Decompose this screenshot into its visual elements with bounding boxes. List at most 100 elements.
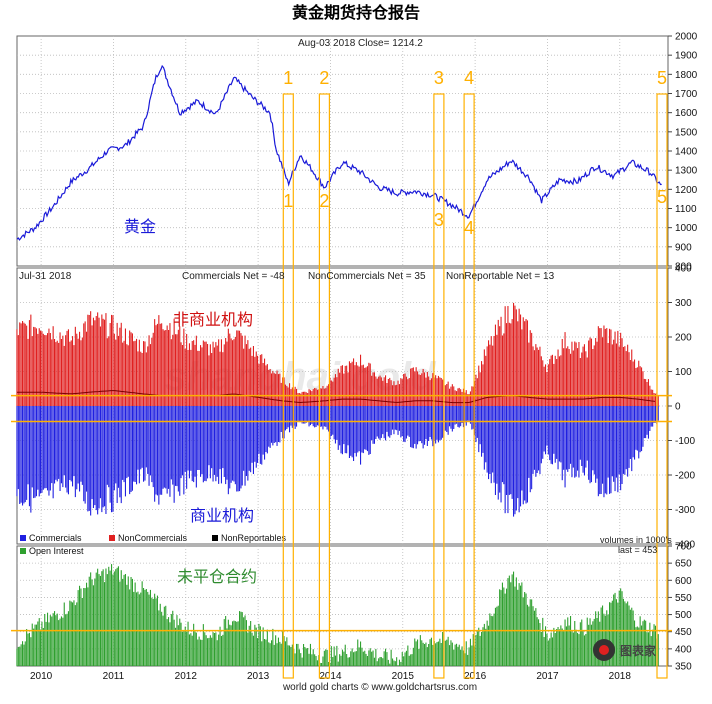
open-interest-bar <box>86 582 88 666</box>
noncommercial-bar <box>603 325 605 406</box>
commercial-bar <box>596 406 598 479</box>
commercial-bar <box>161 406 163 495</box>
open-interest-bar <box>149 589 151 666</box>
noncommercial-bar <box>596 341 598 406</box>
noncommercial-bar <box>48 328 50 406</box>
open-interest-bar <box>137 591 139 666</box>
commercial-bar <box>170 406 172 480</box>
noncommercial-bar <box>620 332 622 406</box>
commercial-bar <box>354 406 356 454</box>
open-interest-bar <box>119 581 121 666</box>
open-interest-bar <box>152 598 154 666</box>
commercial-bar <box>145 406 147 468</box>
commercial-bar <box>41 406 43 493</box>
noncommercial-bar <box>333 377 335 406</box>
noncommercial-bar <box>169 323 171 406</box>
open-interest-bar <box>280 643 282 666</box>
noncommercial-bar <box>23 322 25 406</box>
commercial-bar <box>535 406 537 477</box>
open-interest-bar <box>234 621 236 666</box>
commercial-bar <box>62 406 64 488</box>
commercial-bar <box>620 406 622 491</box>
noncommercial-bar <box>361 365 363 406</box>
commercial-bar <box>52 406 54 499</box>
open-interest-bar <box>561 628 563 666</box>
open-interest-bar <box>372 650 374 666</box>
open-interest-bar <box>351 648 353 666</box>
open-interest-bar <box>631 607 633 666</box>
noncommercial-bar <box>117 335 119 406</box>
commercial-bar <box>116 406 118 503</box>
noncommercial-bar <box>104 319 106 406</box>
noncommercial-bar <box>92 317 94 406</box>
commercial-bar <box>336 406 338 440</box>
commercial-bar <box>382 406 384 435</box>
noncommercial-bar <box>69 341 71 406</box>
commercial-bar <box>131 406 133 491</box>
open-interest-bar <box>397 665 399 666</box>
x-tick-2014: 2014 <box>319 671 342 682</box>
commercial-bar <box>151 406 153 483</box>
open-interest-bar <box>565 626 567 666</box>
open-interest-bar <box>355 651 357 666</box>
commercial-bar <box>334 406 336 444</box>
noncommercial-bar <box>488 340 490 406</box>
noncommercial-bar <box>264 358 266 406</box>
open-interest-bar <box>493 613 495 666</box>
noncommercial-bar <box>271 373 273 406</box>
open-interest-bar <box>205 635 207 666</box>
commercial-bar <box>393 406 395 435</box>
open-interest-bar <box>422 642 424 666</box>
commercial-bar <box>279 406 281 443</box>
open-interest-bar <box>390 649 392 666</box>
open-interest-bar <box>159 603 161 666</box>
commercial-bar <box>291 406 293 428</box>
noncommercial-bar <box>83 323 85 406</box>
noncommercial-bar <box>351 361 353 406</box>
noncommercial-bar <box>595 338 597 406</box>
noncommercial-bar <box>282 377 284 406</box>
commercial-bar <box>440 406 442 440</box>
commercial-bar <box>220 406 222 484</box>
price-ytick-1200: 1200 <box>675 185 698 196</box>
commercial-bar <box>536 406 538 473</box>
noncommercial-bar <box>227 328 229 406</box>
noncommercial-bar <box>486 346 488 406</box>
commercial-bar <box>426 406 428 446</box>
commercial-bar <box>531 406 533 490</box>
open-interest-bar <box>155 598 157 666</box>
open-interest-bar <box>468 647 470 666</box>
commercial-bar <box>54 406 56 484</box>
commercial-bar <box>271 406 273 443</box>
commercial-bar <box>521 406 523 491</box>
commercial-bar <box>568 406 570 469</box>
noncommercial-bar <box>325 388 327 406</box>
price-ytick-800: 800 <box>675 262 692 273</box>
commercial-bar <box>558 406 560 462</box>
pos-ytick-0: 0 <box>675 402 681 413</box>
open-interest-bar <box>490 615 492 666</box>
open-interest-bar <box>371 651 373 666</box>
commercial-bar <box>156 406 158 496</box>
highlight-label-bottom-2: 2 <box>319 191 329 211</box>
noncommercial-bar <box>70 340 72 406</box>
noncommercial-bar <box>40 330 42 406</box>
noncommercial-bar <box>113 333 115 406</box>
noncommercial-bar <box>63 345 65 406</box>
open-interest-bar <box>33 628 35 666</box>
open-interest-bar <box>269 643 271 666</box>
open-interest-bar <box>26 629 28 666</box>
noncommercial-bar <box>373 372 375 406</box>
commercial-bar <box>436 406 438 440</box>
commercial-bar <box>600 406 602 494</box>
highlight-label-top-3: 3 <box>434 68 444 88</box>
commercial-bar <box>570 406 572 464</box>
noncommercial-bar <box>250 347 252 406</box>
commercial-bar <box>184 406 186 472</box>
open-interest-bar <box>334 655 336 666</box>
noncommercial-bar <box>330 380 332 406</box>
noncommercial-bar <box>632 361 634 406</box>
price-ytick-900: 900 <box>675 242 692 253</box>
open-interest-bar <box>597 611 599 666</box>
commercial-bar <box>615 406 617 478</box>
